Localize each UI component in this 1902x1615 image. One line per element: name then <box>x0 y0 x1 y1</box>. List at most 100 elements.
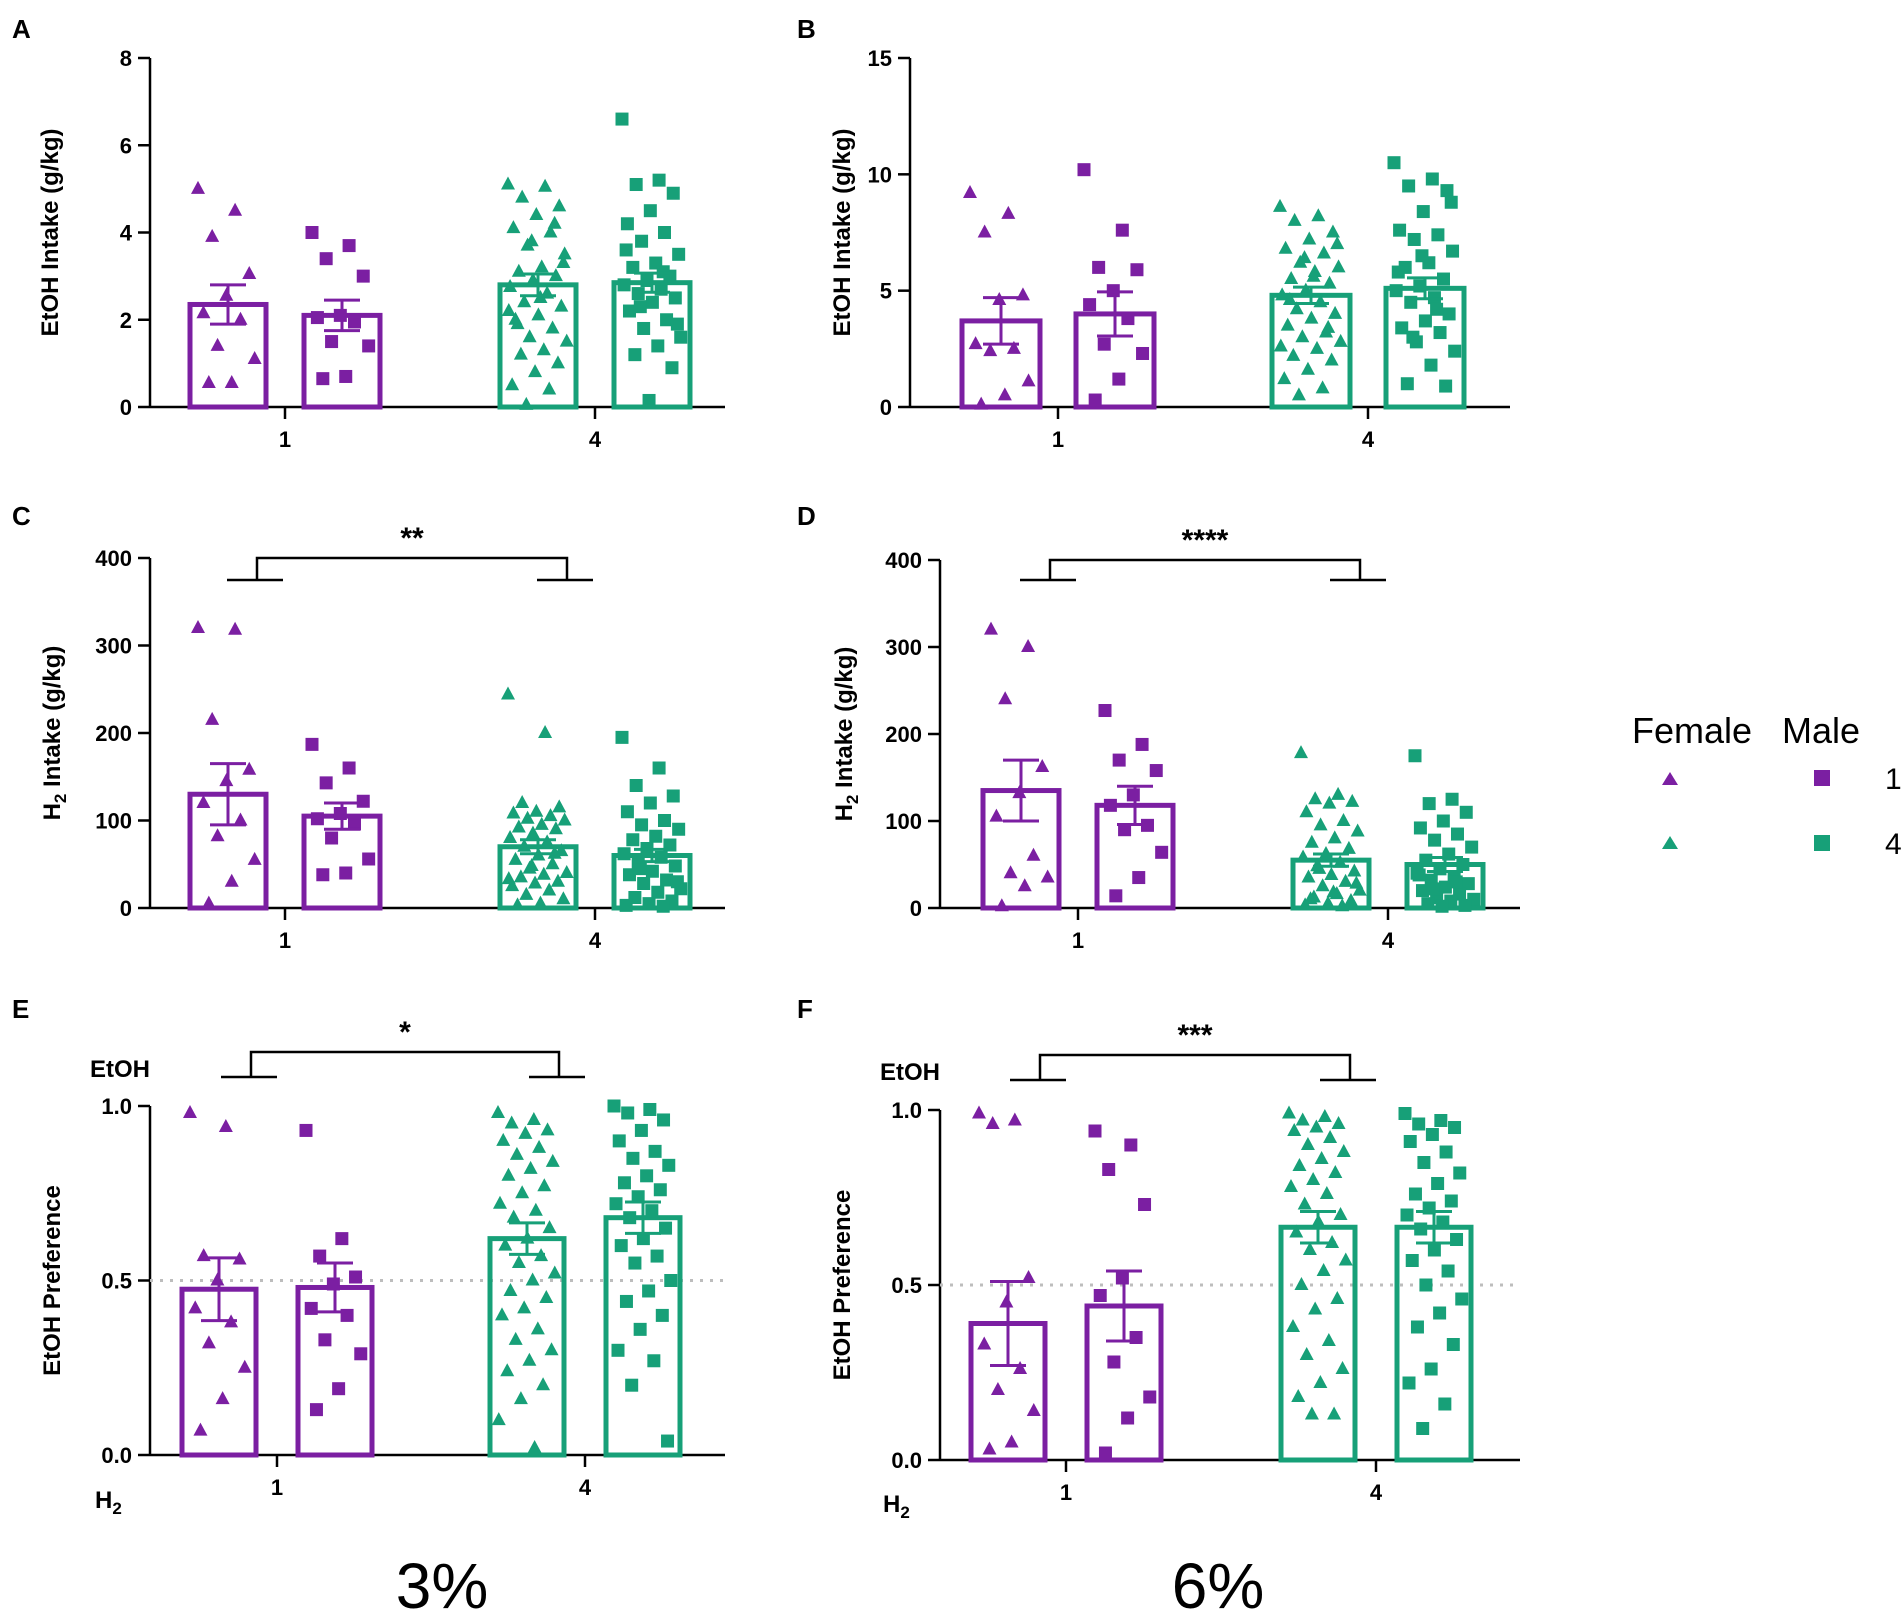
point-g1-male <box>362 339 376 353</box>
x-tick-label: 4 <box>589 427 602 452</box>
y-axis-title: H2 Intake (g/kg) <box>831 647 862 822</box>
point-g4-male <box>635 234 649 248</box>
point-g4-male <box>1436 272 1450 286</box>
point-g4-male <box>620 217 634 231</box>
point-g4-female <box>1285 1319 1300 1332</box>
significance-bracket <box>1010 1053 1376 1082</box>
point-g4-male <box>1450 1233 1464 1246</box>
point-g4-male <box>1421 897 1435 911</box>
point-g1-female <box>201 1335 216 1349</box>
point-g1-male <box>1126 788 1140 802</box>
point-g4-female <box>543 224 558 238</box>
point-g4-female <box>1327 830 1342 844</box>
point-g1-male <box>299 1123 313 1137</box>
point-g4-female <box>519 396 534 410</box>
point-g1-female <box>997 387 1012 401</box>
y-tick-label: 300 <box>885 635 922 660</box>
point-g4-female <box>506 220 521 234</box>
point-g4-female <box>550 355 565 369</box>
point-g4-female <box>520 810 535 824</box>
point-g1-male <box>1118 823 1132 837</box>
point-g4-male <box>1412 868 1426 882</box>
point-g4-male <box>626 833 640 847</box>
point-g1-female <box>963 184 977 198</box>
point-g4-male <box>668 859 682 873</box>
point-g4-female <box>1291 387 1306 401</box>
point-g1-male <box>316 372 330 386</box>
point-g4-female <box>1295 1112 1310 1126</box>
point-g4-male <box>619 898 633 912</box>
point-g4-female <box>505 878 520 892</box>
point-g1-female <box>968 336 983 350</box>
point-g1-female <box>998 691 1013 705</box>
point-g4-male <box>1436 814 1450 828</box>
y-axis-title: EtOH Intake (g/kg) <box>829 128 856 336</box>
point-g4-female <box>503 279 518 293</box>
point-g4-male <box>1438 880 1452 894</box>
point-g1-female <box>233 311 248 325</box>
point-g4-female <box>1313 817 1328 831</box>
h2o-side-label: H2 <box>95 1487 122 1518</box>
point-g4-male <box>640 1169 654 1183</box>
point-g4-male <box>1417 1156 1431 1169</box>
point-g1-female <box>1040 869 1055 883</box>
point-g4-female <box>538 725 553 738</box>
point-g4-female <box>1338 873 1353 887</box>
point-g4-male <box>649 829 663 843</box>
point-g1-female <box>1021 1270 1036 1283</box>
legend-male-group4-square-icon <box>1814 835 1830 851</box>
point-g4-female <box>1319 1186 1334 1199</box>
point-g4-male <box>1413 279 1427 293</box>
panel-letter-d: D <box>797 501 816 531</box>
point-g4-male <box>1448 1121 1462 1134</box>
point-g4-female <box>508 1331 523 1345</box>
point-g1-male <box>1092 260 1106 274</box>
point-g4-male <box>668 291 682 305</box>
point-g4-male <box>652 761 666 775</box>
point-g1-female <box>224 375 239 389</box>
point-g1-female <box>210 1272 225 1286</box>
point-g4-female <box>1300 361 1315 375</box>
point-g4-female <box>1315 878 1330 892</box>
x-tick-label: 4 <box>579 1475 592 1500</box>
point-g4-female <box>1313 1375 1328 1388</box>
point-g4-female <box>1287 1123 1302 1136</box>
legend-group1-label: 1 <box>1885 763 1902 796</box>
point-g4-female <box>1273 338 1288 352</box>
point-g4-male <box>633 862 647 876</box>
point-g4-male <box>1444 1194 1458 1208</box>
point-g4-female <box>1302 231 1317 245</box>
point-g4-female <box>1300 1137 1315 1150</box>
point-g1-male <box>309 1403 323 1417</box>
point-g4-male <box>1407 232 1421 246</box>
point-g4-male <box>1435 899 1449 913</box>
point-g4-male <box>1455 1292 1469 1306</box>
point-g4-female <box>501 1167 516 1181</box>
x-tick-label: 1 <box>271 1475 283 1500</box>
point-g1-female <box>219 287 234 301</box>
point-g4-male <box>1424 1362 1438 1376</box>
point-g1-male <box>332 1382 346 1396</box>
point-g4-female <box>1338 1252 1353 1266</box>
legend-female-group1-triangle-icon <box>1662 772 1678 785</box>
y-axis-title: EtOH Preference <box>829 1190 856 1381</box>
point-g4-male <box>645 295 659 309</box>
significance-label: * <box>399 1016 411 1049</box>
point-g4-female <box>506 805 521 819</box>
point-g4-female <box>534 816 549 830</box>
point-g4-male <box>617 278 631 292</box>
y-tick-label: 300 <box>95 634 132 659</box>
point-g4-female <box>501 176 515 190</box>
point-g1-male <box>310 311 324 325</box>
point-g4-female <box>536 1377 551 1391</box>
point-g4-female <box>524 858 539 871</box>
point-g1-female <box>1021 639 1036 652</box>
point-g4-female <box>510 316 525 330</box>
point-g4-female <box>504 1115 519 1129</box>
point-g1-male <box>333 807 347 820</box>
h2o-side-label: H2 <box>883 1491 910 1522</box>
point-g4-male <box>642 897 656 911</box>
point-g4-female <box>519 886 534 900</box>
point-g4-male <box>1416 205 1430 219</box>
point-g4-female <box>1322 275 1337 289</box>
